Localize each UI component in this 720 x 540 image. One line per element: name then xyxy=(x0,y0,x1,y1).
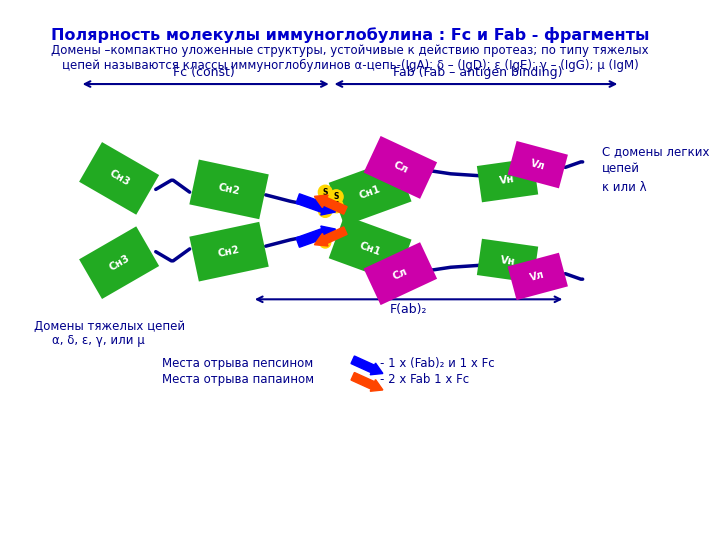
Text: Cн3: Cн3 xyxy=(107,168,131,188)
Polygon shape xyxy=(329,158,412,226)
Polygon shape xyxy=(79,226,159,299)
Circle shape xyxy=(318,194,332,208)
Text: Vл: Vл xyxy=(529,158,546,171)
Text: Домены –компактно уложенные структуры, устойчивые к действию протеаз; по типу тя: Домены –компактно уложенные структуры, у… xyxy=(51,44,649,72)
Polygon shape xyxy=(189,222,269,281)
Text: Vл: Vл xyxy=(529,269,546,283)
FancyArrow shape xyxy=(296,194,336,215)
Text: Fab (Fab – antigen binding): Fab (Fab – antigen binding) xyxy=(393,66,563,79)
Text: S: S xyxy=(333,201,339,211)
Text: Cн1: Cн1 xyxy=(358,184,382,201)
Text: Vн: Vн xyxy=(499,174,516,186)
Polygon shape xyxy=(189,159,269,219)
Circle shape xyxy=(329,199,343,213)
Text: F(ab)₂: F(ab)₂ xyxy=(390,303,428,316)
Polygon shape xyxy=(329,215,412,282)
FancyArrow shape xyxy=(315,195,347,214)
Text: Cн2: Cн2 xyxy=(217,245,241,259)
FancyArrow shape xyxy=(315,227,347,246)
Circle shape xyxy=(318,185,332,199)
Circle shape xyxy=(329,190,343,204)
Polygon shape xyxy=(477,239,539,283)
Text: Vн: Vн xyxy=(499,255,516,267)
Polygon shape xyxy=(508,141,568,188)
Polygon shape xyxy=(79,142,159,215)
Text: Cл: Cл xyxy=(392,266,410,281)
Text: α, δ, ε, γ, или μ: α, δ, ε, γ, или μ xyxy=(53,334,145,347)
Circle shape xyxy=(320,230,330,241)
Text: Места отрыва папаином: Места отрыва папаином xyxy=(162,374,315,387)
FancyArrow shape xyxy=(351,356,383,375)
Text: S: S xyxy=(323,206,328,215)
Polygon shape xyxy=(477,158,539,202)
Text: Домены тяжелых цепей: Домены тяжелых цепей xyxy=(34,320,185,333)
Circle shape xyxy=(318,204,332,217)
Polygon shape xyxy=(364,136,437,199)
Text: Полярность молекулы иммуноглобулина : Fc и Fab - фрагменты: Полярность молекулы иммуноглобулина : Fc… xyxy=(51,27,649,43)
Text: Fc (const): Fc (const) xyxy=(173,66,234,79)
Text: s: s xyxy=(323,240,327,245)
Text: Места отрыва пепсином: Места отрыва пепсином xyxy=(162,357,313,370)
Text: С домены легких
цепей
κ или λ: С домены легких цепей κ или λ xyxy=(602,145,709,194)
Text: S: S xyxy=(323,197,328,206)
Text: Cл: Cл xyxy=(392,160,410,175)
Text: S: S xyxy=(333,192,339,201)
Text: - 1 x (Fab)₂ и 1 x Fc: - 1 x (Fab)₂ и 1 x Fc xyxy=(380,357,495,370)
Polygon shape xyxy=(364,242,437,305)
Circle shape xyxy=(320,237,330,248)
FancyArrow shape xyxy=(351,373,383,392)
Text: Cн2: Cн2 xyxy=(217,182,241,197)
Text: Cн1: Cн1 xyxy=(358,240,382,258)
Text: Cн3: Cн3 xyxy=(107,253,131,273)
FancyArrow shape xyxy=(296,226,336,247)
Polygon shape xyxy=(508,253,568,300)
Text: s: s xyxy=(323,233,327,238)
Text: - 2 x Fab 1 x Fc: - 2 x Fab 1 x Fc xyxy=(380,374,469,387)
Text: S: S xyxy=(323,187,328,197)
